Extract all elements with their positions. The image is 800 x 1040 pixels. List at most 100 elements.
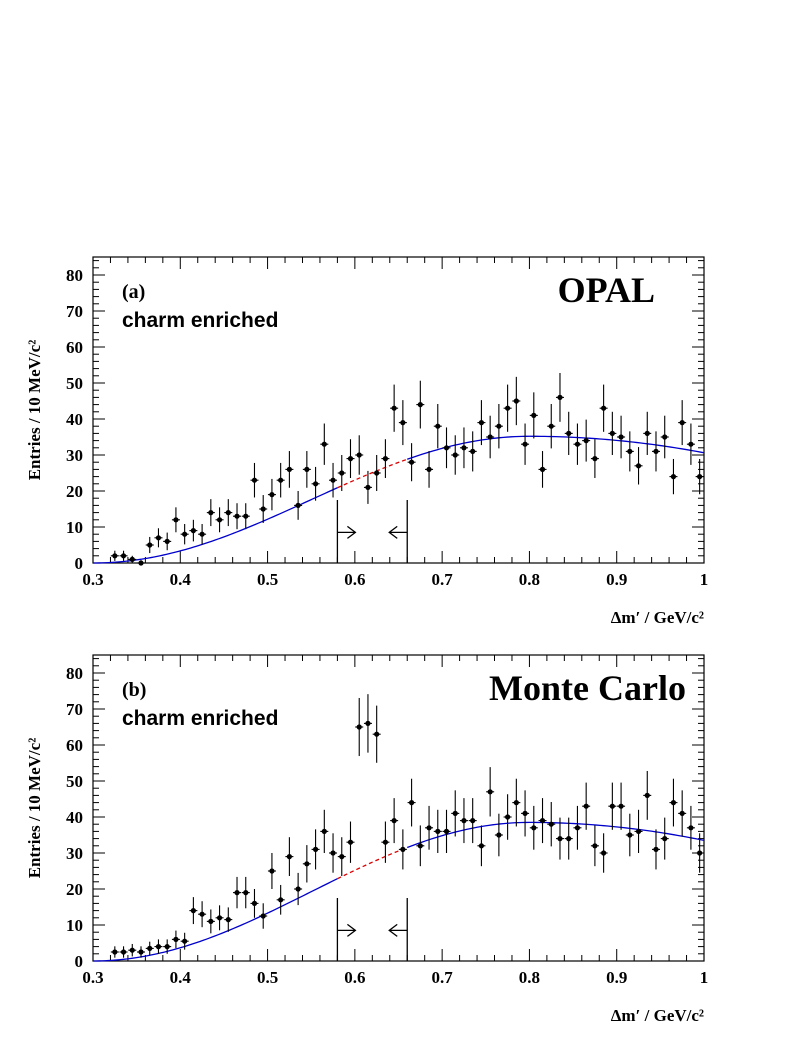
point-marker xyxy=(443,445,450,451)
data-point xyxy=(660,817,669,860)
point-marker xyxy=(522,441,528,447)
point-marker xyxy=(339,854,345,860)
point-marker xyxy=(330,477,336,483)
point-marker xyxy=(251,900,258,907)
point-marker xyxy=(627,448,633,454)
point-marker xyxy=(601,850,607,856)
data-point xyxy=(294,491,303,520)
data-point xyxy=(503,794,512,840)
data-point xyxy=(329,833,338,873)
data-point xyxy=(110,550,119,561)
plot-frame xyxy=(92,654,705,962)
y-tick-label: 20 xyxy=(66,880,83,899)
data-point xyxy=(128,555,137,563)
data-point xyxy=(547,802,556,847)
y-tick-label: 10 xyxy=(66,518,83,537)
data-point xyxy=(599,384,608,432)
data-point xyxy=(564,817,573,860)
point-marker xyxy=(199,911,205,917)
point-marker xyxy=(182,938,188,944)
point-marker xyxy=(531,412,537,418)
data-point xyxy=(564,411,573,455)
point-marker xyxy=(147,542,153,548)
point-marker xyxy=(670,800,677,806)
data-point xyxy=(215,507,224,533)
y-tick-label: 70 xyxy=(66,700,83,719)
x-tick-label: 0.7 xyxy=(432,968,454,987)
data-point xyxy=(302,845,311,883)
fit-curve-interpolated xyxy=(337,846,408,880)
point-marker xyxy=(382,456,389,462)
data-point xyxy=(337,455,346,491)
data-point xyxy=(468,798,477,844)
data-point xyxy=(538,451,547,488)
point-marker xyxy=(304,466,310,472)
data-point xyxy=(302,451,311,488)
data-point xyxy=(582,782,591,830)
point-marker xyxy=(539,818,546,824)
x-tick-label: 1 xyxy=(700,570,709,589)
data-point xyxy=(695,458,704,495)
point-marker xyxy=(513,800,519,806)
y-tick-label: 30 xyxy=(66,844,83,863)
data-point xyxy=(433,809,442,853)
panel-title: Monte Carlo xyxy=(489,668,686,708)
y-tick-label: 10 xyxy=(66,916,83,935)
data-point xyxy=(189,519,198,542)
point-marker xyxy=(164,538,170,545)
y-tick-label: 50 xyxy=(66,374,83,393)
data-point xyxy=(660,415,669,459)
x-tick-label: 0.5 xyxy=(257,570,278,589)
point-marker xyxy=(129,947,135,953)
point-marker xyxy=(566,430,572,436)
x-tick-label: 0.4 xyxy=(170,570,192,589)
data-point xyxy=(180,932,189,950)
window-low-arrow xyxy=(337,923,357,937)
data-point xyxy=(119,946,128,958)
point-marker xyxy=(478,420,485,426)
point-marker xyxy=(417,402,423,408)
point-marker xyxy=(435,423,441,429)
data-point xyxy=(494,813,503,857)
point-marker xyxy=(548,423,554,429)
data-point xyxy=(459,427,468,469)
data-point xyxy=(651,829,660,870)
point-marker xyxy=(505,814,511,820)
point-marker xyxy=(592,456,598,462)
data-point xyxy=(163,939,172,954)
point-marker xyxy=(391,405,397,411)
data-point xyxy=(355,697,364,757)
data-point xyxy=(198,901,207,928)
panel-a: 0.3 0.4 0.5 0.6 0.7 0.8 0.9 101020304050607080(… xyxy=(25,256,709,627)
data-point xyxy=(494,404,503,449)
x-axis-label: Δm′ / GeV/c² xyxy=(611,608,704,627)
y-axis-label: Entries / 10 MeV/c² xyxy=(25,340,44,481)
point-marker xyxy=(225,917,231,923)
data-point xyxy=(442,809,451,853)
y-tick-label: 0 xyxy=(75,952,84,971)
point-marker xyxy=(522,810,528,817)
point-marker xyxy=(627,832,633,838)
data-point xyxy=(206,909,215,934)
data-point xyxy=(259,495,268,523)
data-point xyxy=(634,809,643,853)
data-point xyxy=(608,411,617,455)
data-point xyxy=(233,876,242,909)
point-marker xyxy=(461,818,467,824)
point-marker xyxy=(531,825,537,831)
point-marker xyxy=(496,832,502,838)
data-point xyxy=(555,372,564,422)
point-marker xyxy=(653,448,659,454)
point-marker xyxy=(583,803,589,809)
data-point xyxy=(267,853,276,889)
point-marker xyxy=(120,949,127,955)
point-marker xyxy=(513,398,519,404)
point-marker xyxy=(688,441,694,447)
point-marker xyxy=(129,556,135,563)
data-point xyxy=(163,532,172,551)
point-marker xyxy=(470,818,476,824)
point-marker xyxy=(487,434,493,440)
point-marker xyxy=(365,720,371,727)
point-marker xyxy=(609,430,615,436)
point-marker xyxy=(697,850,703,856)
